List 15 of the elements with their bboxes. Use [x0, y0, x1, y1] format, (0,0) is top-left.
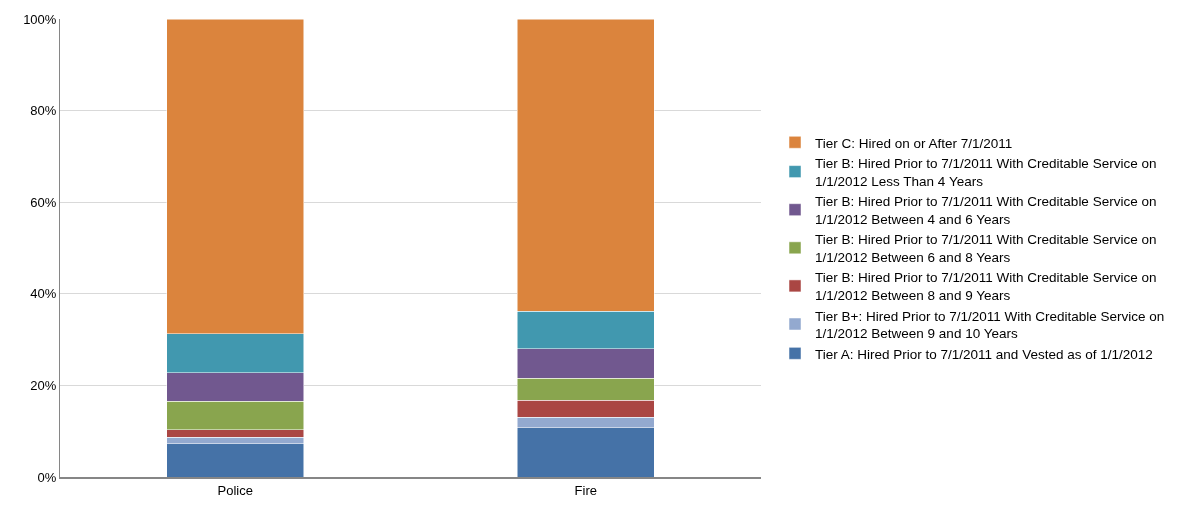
legend-label: Tier B+: Hired Prior to 7/1/2011 With Creditable Service on 1/1/2012 Between 9 and 10 Years: [815, 308, 1165, 342]
legend-label: Tier B: Hired Prior to 7/1/2011 With Creditable Service on 1/1/2012 Less Than 4 Years: [815, 156, 1157, 189]
legend-label: Tier C: Hired on or After 7/1/2011: [815, 135, 1013, 151]
x-tick-label: Fire: [574, 482, 597, 498]
y-tick-label: 0%: [37, 469, 57, 485]
legend-label: Tier B: Hired Prior to 7/1/2011 With Creditable Service on 1/1/2012 Between 4 and 6 Years: [815, 194, 1157, 227]
y-tick-label: 100%: [23, 11, 57, 27]
x-tick-label: Police: [217, 482, 253, 498]
y-tick-label: 20%: [30, 377, 57, 393]
legend-label: Tier B: Hired Prior to 7/1/2011 With Creditable Service on 1/1/2012 Between 8 and 9 Years: [815, 270, 1157, 303]
y-tick-label: 80%: [30, 103, 57, 119]
legend-label: Tier A: Hired Prior to 7/1/2011 and Vested as of 1/1/2012: [815, 346, 1153, 362]
y-tick-label: 60%: [30, 194, 57, 210]
legend-label: Tier B: Hired Prior to 7/1/2011 With Creditable Service on 1/1/2012 Between 6 and 8 Years: [815, 232, 1157, 265]
y-tick-label: 40%: [30, 286, 57, 302]
